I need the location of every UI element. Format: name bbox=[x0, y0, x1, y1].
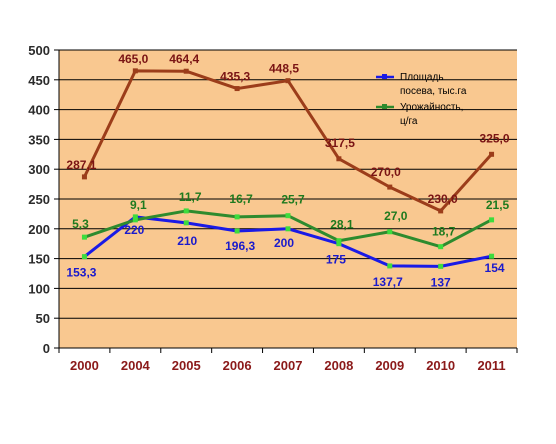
data-label-brown: 465,0 bbox=[118, 52, 148, 66]
y-tick-label: 500 bbox=[28, 43, 50, 58]
data-label-brown: 317,5 bbox=[325, 136, 355, 150]
data-label-area: 137 bbox=[431, 275, 451, 289]
data-labels: 287,1 465,0 464,4 435,3 448,5 317,5 270,0 230,0… bbox=[66, 52, 509, 289]
data-point-area bbox=[234, 228, 240, 234]
y-tick-label: 100 bbox=[28, 281, 50, 296]
data-point-yield bbox=[81, 234, 87, 240]
data-point-yield bbox=[438, 244, 444, 250]
data-point-brown bbox=[285, 78, 291, 84]
data-point-yield bbox=[387, 229, 393, 235]
data-label-area: 154 bbox=[485, 261, 505, 275]
y-tick-label: 200 bbox=[28, 222, 50, 237]
gridlines bbox=[59, 49, 517, 319]
data-point-area bbox=[183, 220, 189, 226]
y-axis: 0 50 100 150 200 250 300 350 400 450 500 bbox=[28, 43, 60, 356]
legend-marker-yield bbox=[382, 104, 387, 109]
data-point-brown bbox=[234, 86, 240, 92]
data-label-brown: 464,4 bbox=[169, 52, 199, 66]
data-label-area: 175 bbox=[326, 253, 346, 267]
x-tick-label: 2004 bbox=[121, 358, 151, 373]
data-point-yield bbox=[285, 213, 291, 219]
x-tick-label: 2006 bbox=[223, 358, 252, 373]
data-point-yield bbox=[234, 214, 240, 220]
data-label-yield: 9,1 bbox=[130, 198, 147, 212]
data-label-area: 153,3 bbox=[66, 266, 96, 280]
data-label-yield: 16,7 bbox=[229, 192, 253, 206]
legend-marker-area bbox=[382, 74, 387, 79]
data-point-brown bbox=[183, 68, 189, 74]
data-label-brown: 325,0 bbox=[480, 131, 510, 145]
legend-label-area-2: посева, тыс.га bbox=[400, 86, 467, 97]
data-point-brown bbox=[336, 156, 342, 162]
data-point-brown bbox=[489, 151, 495, 157]
x-axis: 2000 2004 2005 2006 2007 2008 2009 2010 2011 bbox=[58, 347, 518, 373]
data-point-area bbox=[285, 226, 291, 232]
x-tick-label: 2008 bbox=[324, 358, 353, 373]
legend-label-yield-2: ц/га bbox=[400, 116, 418, 127]
x-tick-label: 2007 bbox=[274, 358, 303, 373]
x-tick-label: 2011 bbox=[477, 358, 505, 373]
data-label-yield: 28,1 bbox=[330, 218, 354, 232]
legend: Площадь посева, тыс.га Урожайность, ц/га bbox=[376, 72, 467, 127]
x-tick-label: 2010 bbox=[426, 358, 455, 373]
data-point-brown bbox=[438, 208, 444, 214]
data-label-area: 210 bbox=[177, 234, 197, 248]
legend-label-yield-1: Урожайность, bbox=[400, 102, 463, 113]
data-label-yield: 11,7 bbox=[179, 190, 202, 204]
data-label-yield: 25,7 bbox=[281, 193, 305, 207]
data-point-area bbox=[132, 214, 138, 220]
data-label-area: 137,7 bbox=[373, 275, 403, 289]
y-tick-label: 450 bbox=[28, 73, 50, 88]
y-tick-label: 400 bbox=[28, 103, 50, 118]
data-point-yield bbox=[489, 217, 495, 223]
x-tick-label: 2000 bbox=[70, 358, 99, 373]
data-point-brown bbox=[81, 174, 87, 180]
x-tick-label: 2009 bbox=[375, 358, 404, 373]
x-tick-label: 2005 bbox=[172, 358, 201, 373]
data-point-yield bbox=[336, 238, 342, 244]
data-point-area bbox=[438, 263, 444, 269]
y-tick-label: 0 bbox=[43, 341, 50, 356]
data-label-brown: 287,1 bbox=[66, 158, 96, 172]
data-point-brown bbox=[387, 184, 393, 190]
data-label-area: 200 bbox=[274, 236, 294, 250]
data-label-area: 196,3 bbox=[225, 239, 255, 253]
data-label-area: 220 bbox=[124, 223, 144, 237]
y-tick-label: 350 bbox=[28, 132, 50, 147]
data-label-brown: 270,0 bbox=[371, 165, 401, 179]
data-point-yield bbox=[132, 217, 138, 223]
legend-label-area-1: Площадь bbox=[400, 72, 444, 83]
data-point-area bbox=[489, 253, 495, 259]
data-point-area bbox=[387, 263, 393, 269]
y-tick-label: 150 bbox=[28, 252, 50, 267]
y-tick-label: 50 bbox=[36, 311, 50, 326]
data-label-yield: 5,3 bbox=[72, 217, 89, 231]
data-label-brown: 448,5 bbox=[269, 62, 299, 76]
data-point-area bbox=[336, 241, 342, 247]
series-layer bbox=[81, 68, 495, 269]
data-label-yield: 21,5 bbox=[486, 198, 510, 212]
data-label-brown: 435,3 bbox=[220, 70, 250, 84]
y-tick-label: 250 bbox=[28, 192, 50, 207]
y-tick-label: 300 bbox=[28, 162, 50, 177]
data-label-brown: 230,0 bbox=[428, 192, 458, 206]
data-point-area bbox=[81, 254, 87, 260]
data-label-yield: 18,7 bbox=[432, 225, 456, 239]
data-point-yield bbox=[183, 208, 189, 214]
data-label-yield: 27,0 bbox=[384, 209, 408, 223]
data-point-brown bbox=[132, 68, 138, 74]
